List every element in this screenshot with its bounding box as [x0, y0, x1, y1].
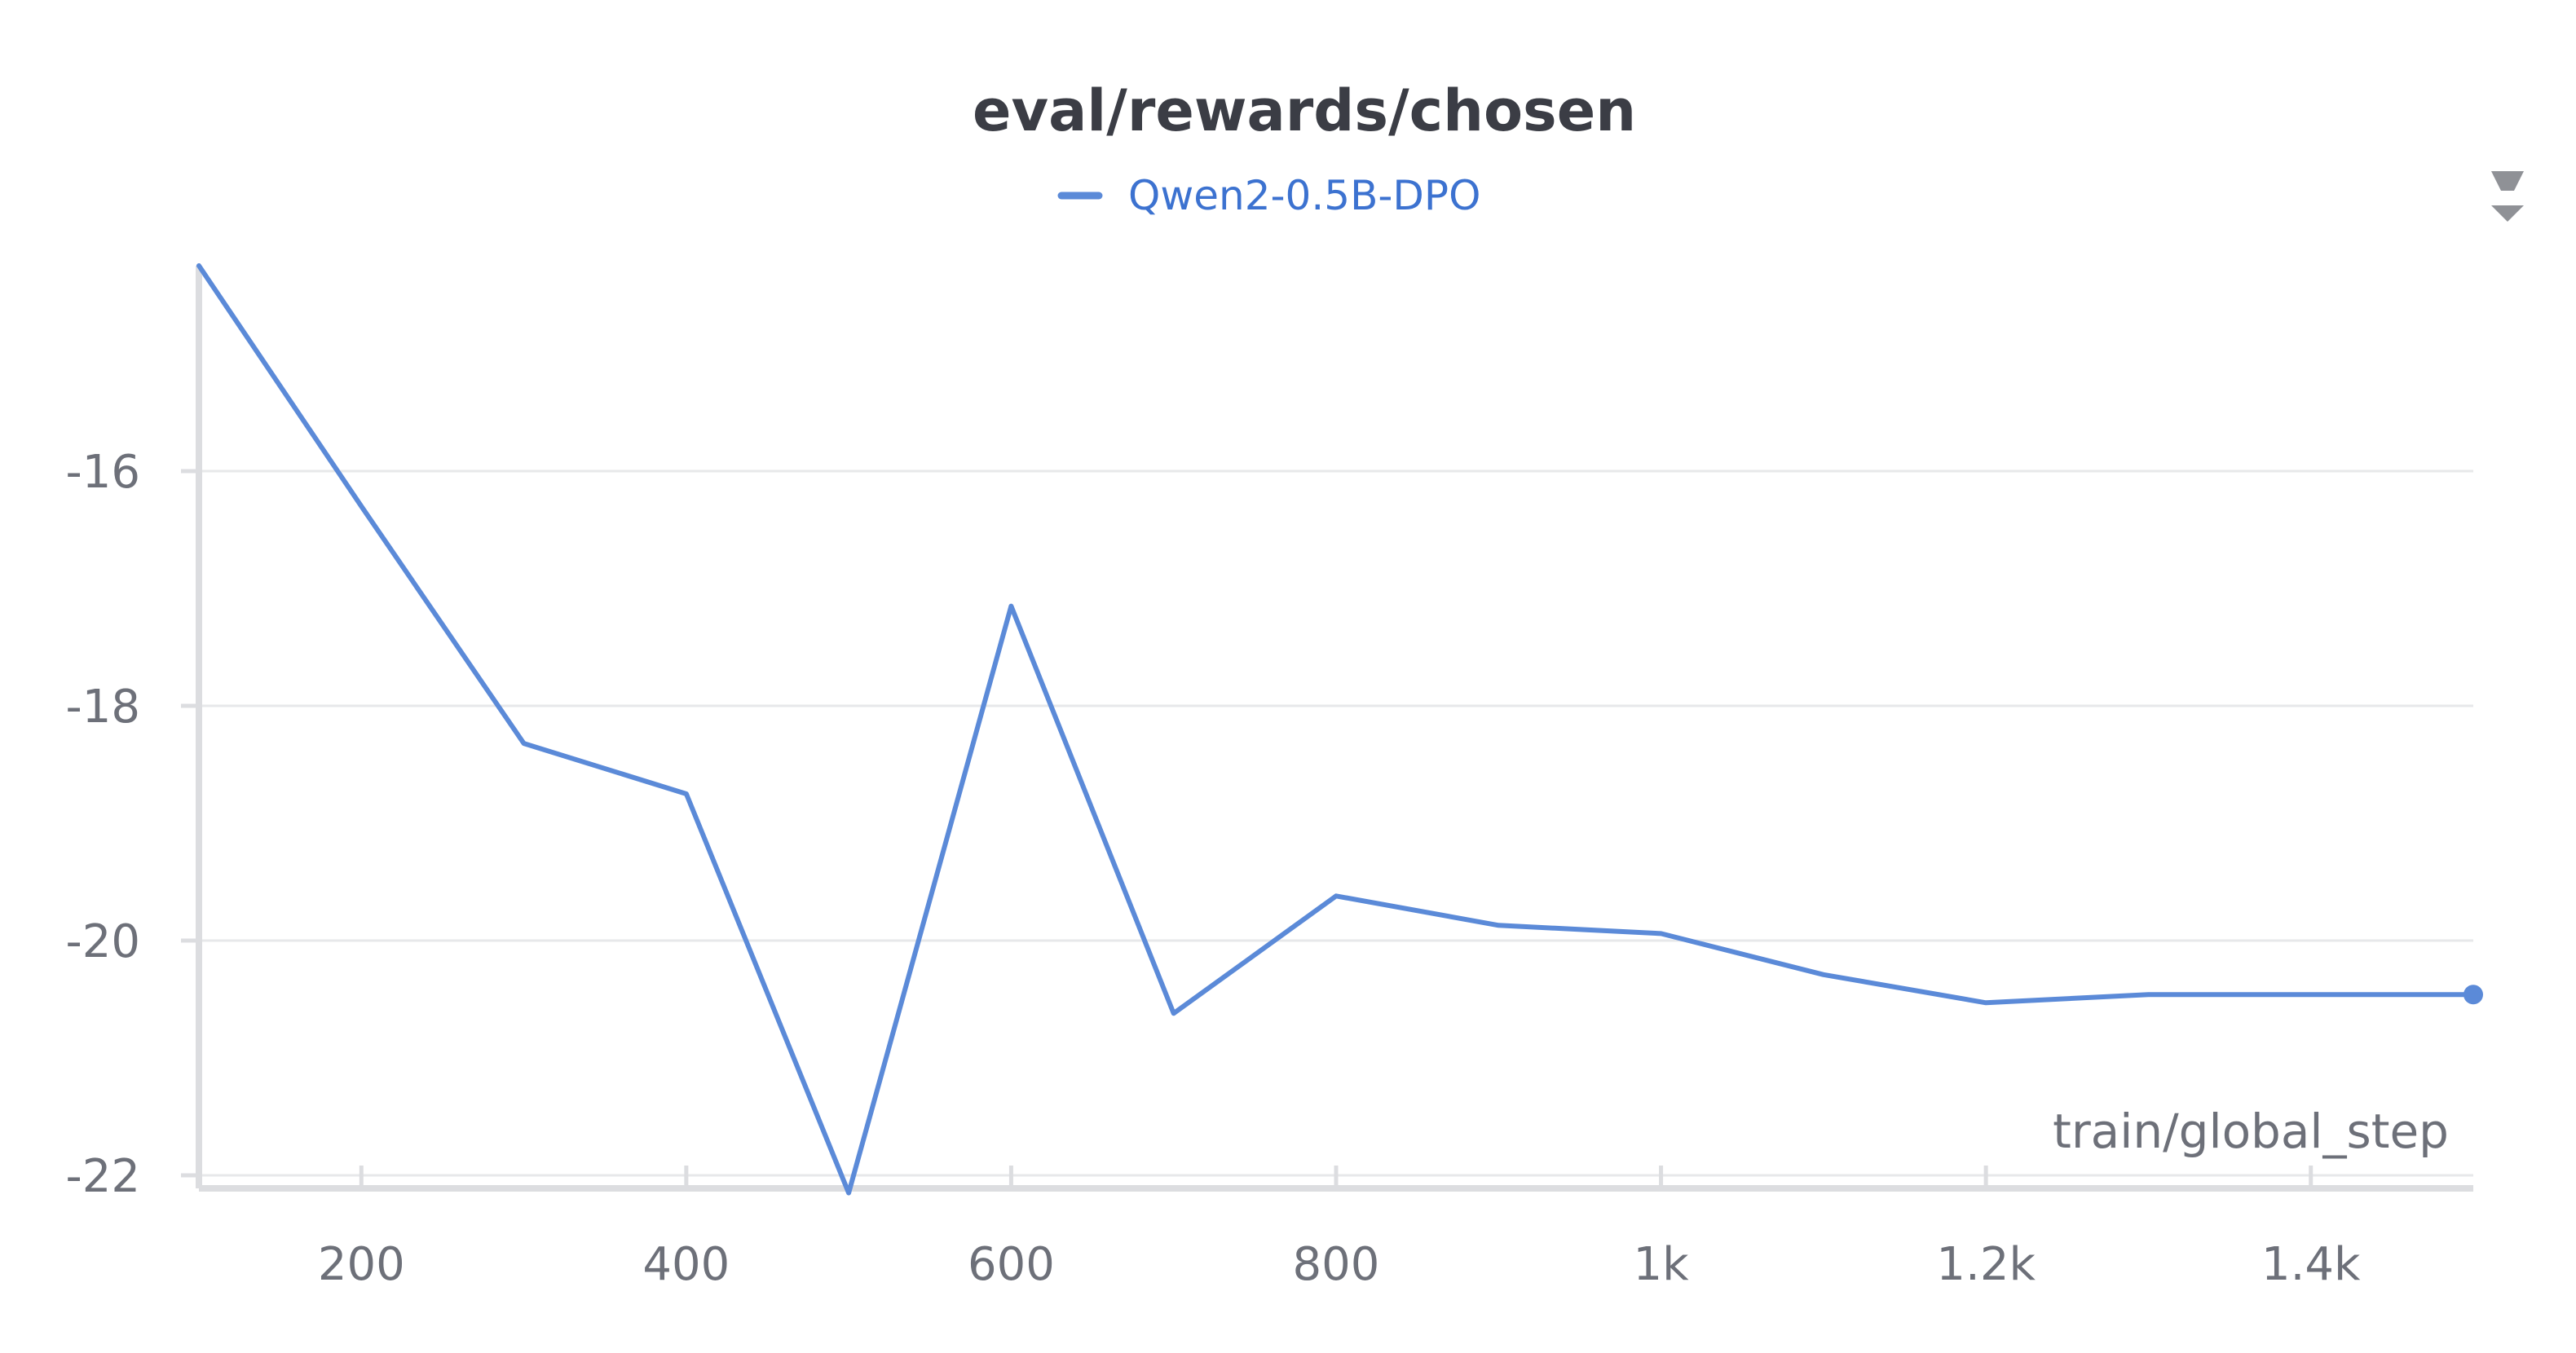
series-layer — [196, 263, 2483, 1196]
sort-arrows-icon[interactable] — [2491, 171, 2524, 222]
axes — [181, 266, 2473, 1192]
y-tick-label: -20 — [66, 915, 140, 968]
tick-labels: -16 -18 -20 -22 200 400 600 800 1k 1.2k 1.4k — [66, 446, 2361, 1291]
series-end-point[interactable] — [2464, 985, 2483, 1005]
legend-label: Qwen2-0.5B-DPO — [1128, 172, 1480, 219]
x-tick-label: 1.4k — [2261, 1238, 2361, 1291]
x-tick-label: 1k — [1634, 1238, 1690, 1291]
series-line[interactable] — [196, 263, 2476, 1196]
y-tick-label: -16 — [66, 446, 140, 499]
grid-layer — [199, 469, 2473, 1177]
x-tick-label: 600 — [968, 1238, 1055, 1291]
x-tick-label: 200 — [318, 1238, 405, 1291]
y-tick-label: -22 — [66, 1150, 140, 1203]
x-tick-label: 800 — [1293, 1238, 1380, 1291]
y-tick-label: -18 — [66, 681, 140, 734]
x-tick-label: 400 — [642, 1238, 730, 1291]
chart-title: eval/rewards/chosen — [973, 77, 1636, 144]
x-tick-label: 1.2k — [1936, 1238, 2036, 1291]
legend[interactable]: Qwen2-0.5B-DPO — [1057, 172, 1480, 219]
x-axis-title: train/global_step — [2053, 1104, 2449, 1159]
